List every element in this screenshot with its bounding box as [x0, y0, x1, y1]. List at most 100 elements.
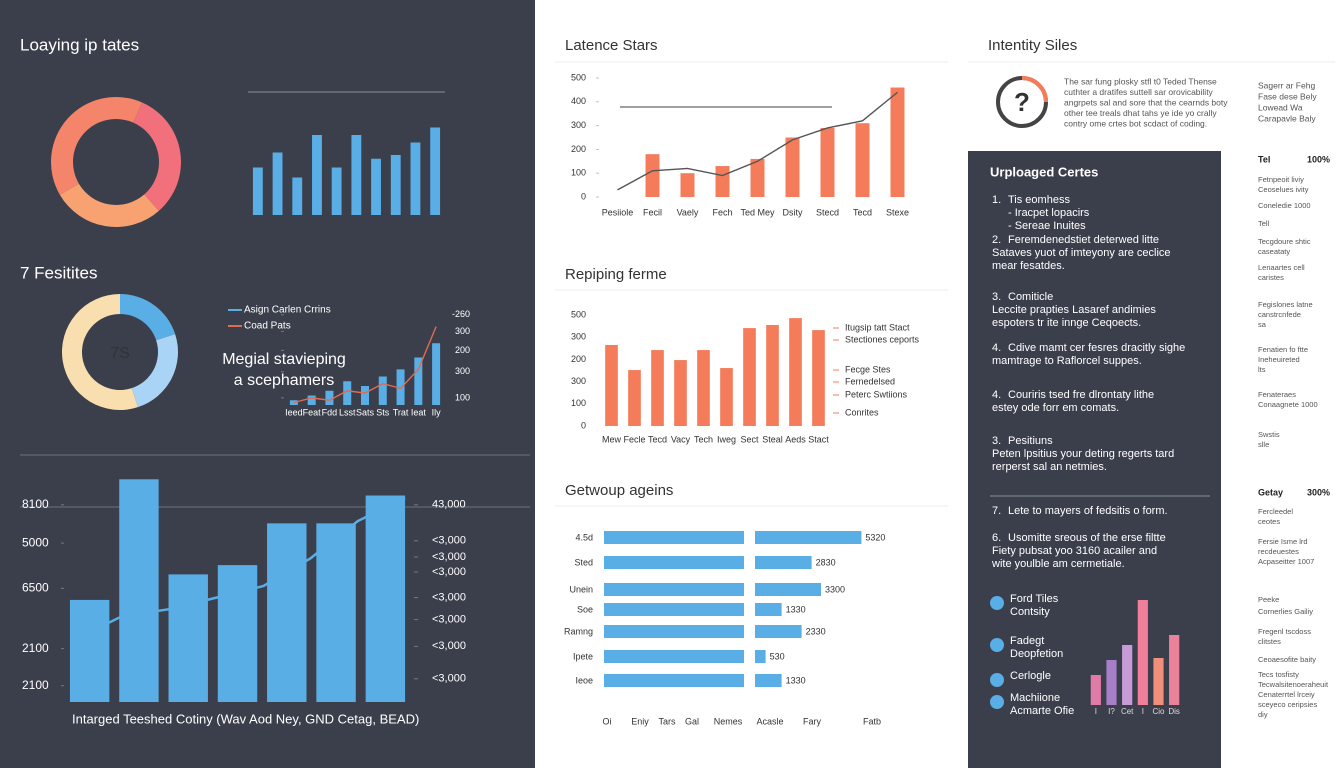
x-tick-label: Aeds: [785, 434, 806, 444]
legend-label: Ford Tiles: [1010, 593, 1059, 605]
bar: [651, 350, 664, 426]
icon: ?: [1014, 87, 1030, 117]
side-label: Conaagnete 1000: [1258, 400, 1318, 409]
side-label: Peeke: [1258, 595, 1279, 604]
side-label: sceyeco ceripsies: [1258, 700, 1317, 709]
help-icon-accent: [1021, 76, 1048, 103]
side-label: Tecs tosfisty: [1258, 670, 1299, 679]
side-label: Tell: [1258, 219, 1270, 228]
bar: [743, 328, 756, 426]
y-tick-label: 4.5d: [575, 532, 593, 542]
paragraph: other tee treals dhat tahs ye ide yo cra…: [1064, 108, 1217, 118]
item-text: Tis eomhess: [1008, 194, 1070, 206]
bar: [371, 158, 381, 215]
item-text: Peten lpsitius your deting regerts tard: [992, 448, 1174, 460]
x-tick-label: Tecd: [853, 207, 872, 217]
x-tick-label: Vaely: [677, 207, 699, 217]
bar: [674, 360, 687, 426]
x-tick-label: I?: [1108, 707, 1115, 716]
legend-label: Fadegt: [1010, 635, 1044, 647]
bar: [755, 674, 782, 687]
x-label: Fatb: [863, 716, 881, 726]
annotation: a scephamers: [234, 372, 335, 389]
x-tick-label: Fecil: [643, 207, 662, 217]
bar: [628, 370, 641, 426]
y-tick-label: 300: [571, 376, 586, 386]
legend-label: Fecge Stes: [845, 364, 891, 374]
value-label: 2330: [806, 626, 826, 636]
item-text: Leccite prapties Lasaref andimies: [992, 304, 1156, 316]
bar: [755, 583, 821, 596]
bar: [1169, 635, 1180, 705]
chart-title: 7 Fesitites: [20, 263, 97, 282]
bar: [755, 531, 862, 544]
paragraph: angrpets sal and sore that the cearnds b…: [1064, 97, 1228, 107]
x-tick-label: Stexe: [886, 207, 909, 217]
panel-title: Urploaged Certes: [990, 164, 1098, 179]
x-tick-label: Sats: [356, 407, 375, 417]
value-label: 5320: [865, 532, 885, 542]
side-label: Ceoaesofite baity: [1258, 655, 1316, 664]
x-tick-label: Ted Mey: [740, 207, 775, 217]
x-tick-label: Pesiiole: [602, 207, 634, 217]
bar: [331, 167, 342, 215]
bar: [720, 368, 733, 426]
side-label: Fenatien fo ftte: [1258, 345, 1308, 354]
item-number: 2.: [992, 234, 1001, 246]
side-label: Coneledie 1000: [1258, 201, 1311, 210]
line: [617, 91, 898, 191]
legend-label: Coad Pats: [244, 321, 291, 332]
side-label: canstrcnfede: [1258, 310, 1301, 319]
bar: [785, 137, 800, 197]
side-label: Tecgdoure shtic: [1258, 237, 1311, 246]
bar: [119, 479, 159, 702]
x-tick-label: Steal: [762, 434, 783, 444]
chart-title: Latence Stars: [565, 37, 658, 54]
y-tick-label: 100: [571, 168, 586, 178]
side-value: 300%: [1307, 487, 1330, 497]
y2-tick-label: <3,000: [432, 614, 466, 626]
side-list: Lowead Wa: [1258, 102, 1303, 112]
bar: [604, 603, 744, 616]
line: [74, 496, 406, 641]
value-label: 1330: [786, 675, 806, 685]
section-title: Intentity Siles: [988, 37, 1077, 54]
side-label: clitstes: [1258, 637, 1281, 646]
bar: [432, 343, 441, 405]
side-label: lts: [1258, 365, 1266, 374]
y-tick-label: 0: [581, 191, 586, 201]
side-list: Sagerr ar Fehg: [1258, 80, 1315, 90]
bar: [645, 154, 660, 197]
x-tick-label: Fecle: [623, 434, 645, 444]
y2-tick-label: <3,000: [432, 566, 466, 578]
bar: [292, 177, 303, 215]
x-label: Nemes: [714, 716, 743, 726]
y-tick-label: -260: [452, 309, 470, 319]
y-tick-label: 300: [455, 366, 470, 376]
legend-dot: [990, 596, 1004, 610]
value-label: 2830: [816, 557, 836, 567]
side-label: caristes: [1258, 273, 1284, 282]
paragraph: contry ome crtes bot scdact of coding.: [1064, 118, 1207, 128]
x-tick-label: Stact: [808, 434, 829, 444]
legend-label: Conrites: [845, 407, 879, 417]
x-label: Tars: [658, 716, 676, 726]
bar: [316, 523, 356, 702]
x-tick-label: Trat: [393, 407, 409, 417]
item-text: Fiety pubsat yoo 3160 acailer and: [992, 545, 1157, 557]
bar: [604, 556, 744, 569]
side-label: Acpaseitter 1007: [1258, 557, 1314, 566]
donut-slice: [61, 294, 138, 410]
bar: [272, 152, 283, 215]
item-text: - Iracpet lopacirs: [1008, 207, 1090, 219]
side-label: caseataty: [1258, 247, 1290, 256]
bar: [820, 127, 835, 197]
bar: [605, 344, 618, 426]
bar: [307, 395, 316, 405]
item-number: 6.: [992, 532, 1001, 544]
x-tick-label: Feat: [303, 407, 322, 417]
chart-title: Repiping ferme: [565, 266, 667, 283]
y-tick-label: 0: [581, 420, 586, 430]
y-tick-label: Ieoe: [575, 675, 593, 685]
